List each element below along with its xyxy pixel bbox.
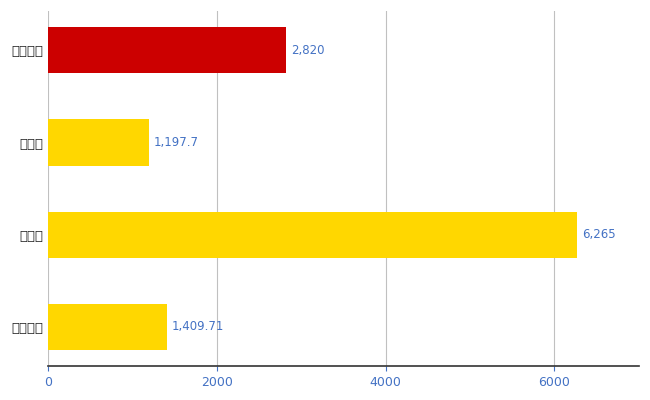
Bar (48, 27, 286, 73)
Text: 1,409.71: 1,409.71 (172, 320, 224, 334)
Text: 1,197.7: 1,197.7 (154, 136, 199, 149)
Bar (48, 120, 149, 166)
Bar (48, 212, 577, 258)
Text: 2,820: 2,820 (291, 44, 324, 57)
Text: 6,265: 6,265 (582, 228, 616, 241)
Bar (48, 304, 167, 350)
